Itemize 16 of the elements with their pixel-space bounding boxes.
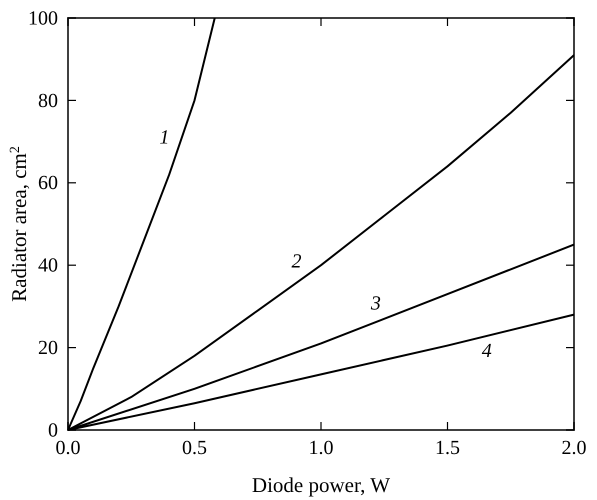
x-tick-label: 0.5: [182, 437, 207, 460]
y-tick-label: 40: [38, 254, 58, 277]
x-tick-label: 1.5: [435, 437, 460, 460]
series-label: 3: [370, 292, 381, 314]
y-tick-label: 0: [48, 419, 58, 442]
y-tick-label: 60: [38, 172, 58, 194]
x-tick-label: 1.0: [308, 437, 334, 460]
y-tick-label: 80: [38, 90, 58, 112]
y-tick-label: 20: [38, 337, 58, 359]
y-tick-label: 100: [28, 7, 58, 30]
series-label: 4: [482, 340, 492, 362]
x-tick-label: 2.0: [562, 437, 586, 460]
series-label: 2: [292, 250, 302, 273]
x-tick-label: 0.0: [56, 437, 80, 460]
series-label: 1: [159, 126, 170, 149]
x-axis-title: Diode power, W: [252, 473, 390, 497]
